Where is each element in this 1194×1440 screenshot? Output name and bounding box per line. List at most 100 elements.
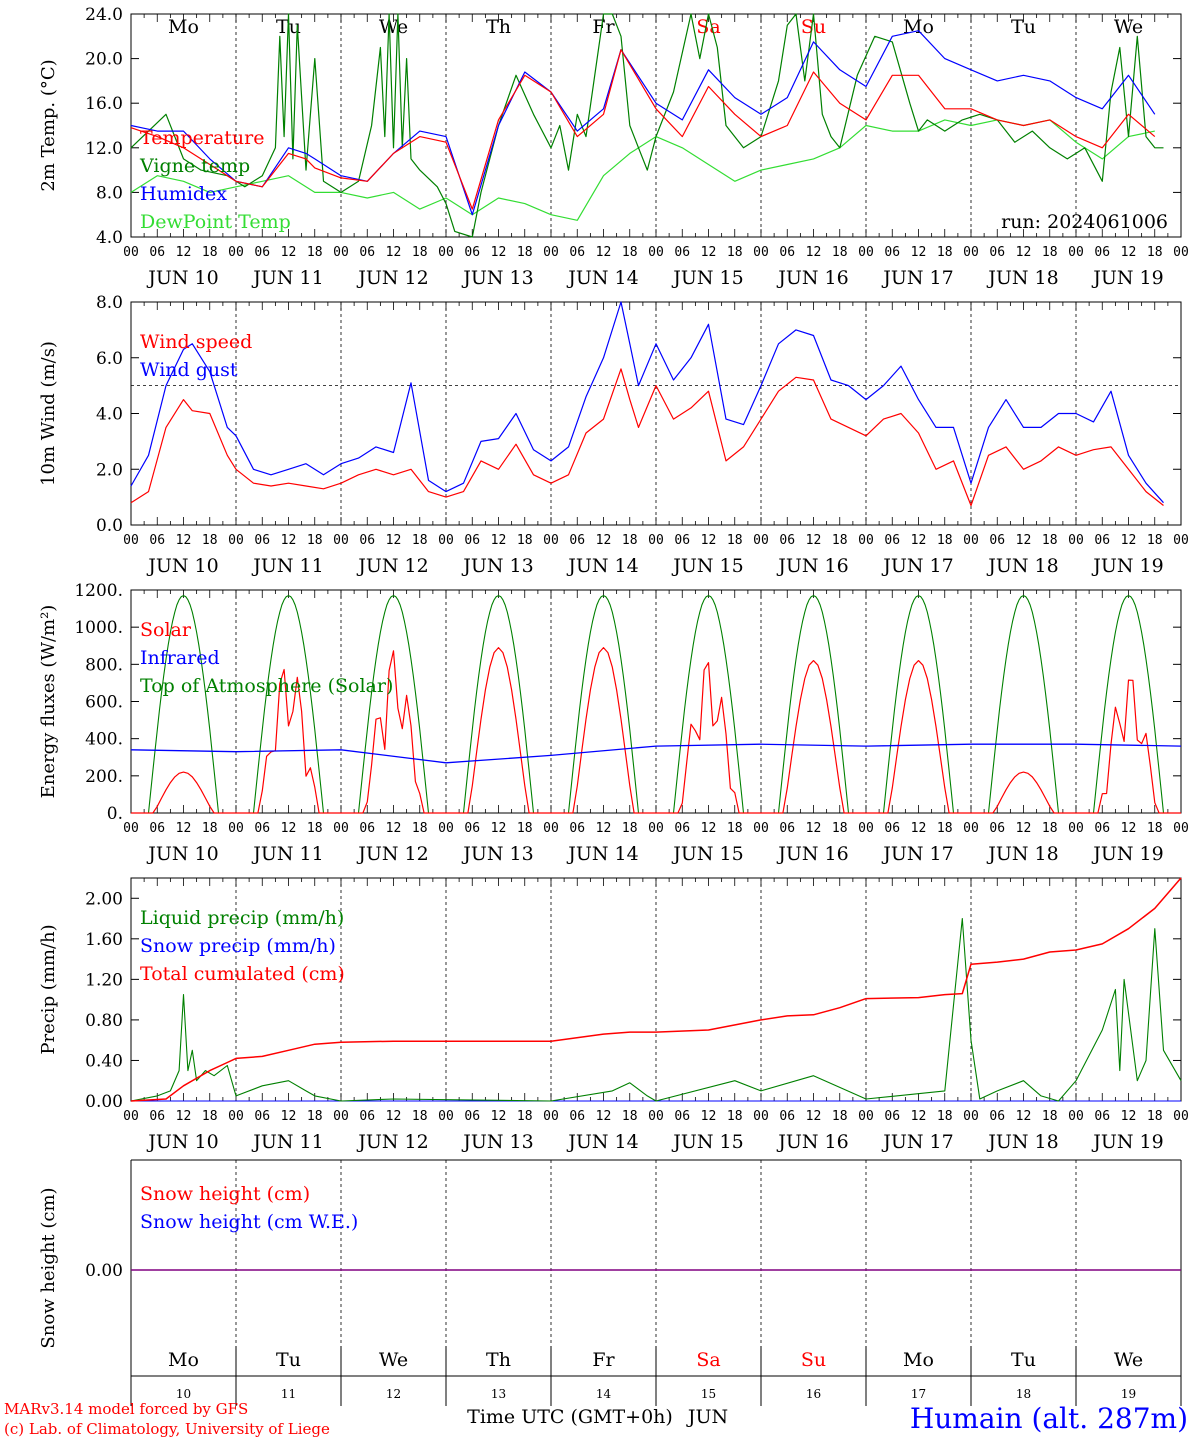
date-label: JUN 19 [1091, 267, 1163, 289]
hour-tick-label: 00 [753, 533, 769, 548]
weekday-label: Th [486, 1349, 511, 1371]
plot-frame [130, 301, 1182, 526]
y-tick-label: 0.0 [96, 516, 123, 536]
hour-tick-label: 18 [832, 533, 848, 548]
hour-tick-label: 00 [543, 821, 559, 836]
hour-tick-label: 18 [517, 1109, 533, 1124]
credit-line: MARv3.14 model forced by GFS [4, 1400, 248, 1418]
hour-tick-label: 18 [307, 245, 323, 260]
hour-tick-label: 12 [1016, 821, 1032, 836]
weekday-label: Th [486, 16, 511, 38]
y-tick-label: 8.0 [96, 293, 123, 313]
day-number: 19 [1121, 1387, 1136, 1401]
date-label: JUN 12 [356, 267, 428, 289]
hour-tick-label: 00 [1173, 245, 1189, 260]
date-label: JUN 17 [881, 267, 953, 289]
day-number: 11 [281, 1387, 296, 1401]
day-number: 10 [176, 1387, 191, 1401]
y-tick-label: 600. [85, 693, 123, 713]
y-tick-label: 4.0 [96, 405, 123, 425]
hour-tick-label: 12 [281, 1109, 297, 1124]
hour-tick-label: 12 [281, 245, 297, 260]
series-line-0 [130, 49, 1156, 210]
date-label: JUN 13 [461, 1131, 533, 1153]
hour-tick-label: 18 [517, 821, 533, 836]
hour-tick-label: 00 [438, 533, 454, 548]
day-number: 13 [491, 1387, 506, 1401]
hour-tick-label: 18 [937, 1109, 953, 1124]
y-tick-label: 20.0 [85, 50, 123, 70]
hour-tick-label: 06 [464, 245, 480, 260]
hour-tick-label: 12 [1016, 245, 1032, 260]
y-tick-label: 1.60 [85, 930, 123, 950]
hour-tick-label: 12 [491, 821, 507, 836]
hour-tick-label: 06 [569, 821, 585, 836]
hour-tick-label: 12 [806, 821, 822, 836]
date-label: JUN 15 [671, 843, 743, 865]
date-label: JUN 18 [986, 1131, 1058, 1153]
legend-entry: Snow precip (mm/h) [140, 935, 336, 957]
y-tick-label: 400. [85, 730, 123, 750]
hour-tick-label: 18 [727, 245, 743, 260]
hour-tick-label: 18 [412, 821, 428, 836]
hour-tick-label: 12 [596, 821, 612, 836]
series-line-2 [130, 877, 1182, 1102]
hour-tick-label: 12 [491, 245, 507, 260]
hour-tick-label: 18 [202, 1109, 218, 1124]
date-label: JUN 19 [1091, 555, 1163, 577]
date-label: JUN 18 [986, 843, 1058, 865]
date-label: JUN 14 [566, 1131, 638, 1153]
y-tick-label: 16.0 [85, 94, 123, 114]
legend-entry: Snow height (cm) [140, 1183, 310, 1205]
hour-tick-label: 00 [648, 245, 664, 260]
hour-tick-label: 06 [464, 1109, 480, 1124]
hour-tick-label: 18 [727, 821, 743, 836]
day-number: 14 [596, 1387, 612, 1401]
hour-tick-label: 00 [543, 1109, 559, 1124]
date-label: JUN 15 [671, 267, 743, 289]
hour-tick-label: 06 [569, 245, 585, 260]
hour-tick-label: 06 [674, 533, 690, 548]
y-axis-label: 10m Wind (m/s) [38, 341, 59, 486]
hour-tick-label: 12 [806, 533, 822, 548]
date-label: JUN 17 [881, 843, 953, 865]
hour-tick-label: 18 [1147, 821, 1163, 836]
hour-tick-label: 18 [307, 1109, 323, 1124]
date-label: JUN 10 [146, 1131, 218, 1153]
wind-panel: 0.0 2.0 4.0 6.0 8.0 10m Wind (m/s) Wind speed W… [38, 293, 1189, 577]
day-number: 16 [806, 1387, 821, 1401]
day-number: 15 [701, 1387, 716, 1401]
hour-tick-label: 06 [1094, 1109, 1110, 1124]
hour-tick-label: 00 [228, 821, 244, 836]
hour-tick-label: 00 [333, 821, 349, 836]
legend-entry: Solar [140, 619, 192, 641]
hour-tick-label: 18 [1042, 245, 1058, 260]
y-tick-label: 0. [107, 804, 123, 824]
hour-tick-label: 06 [149, 533, 165, 548]
hour-tick-label: 06 [779, 821, 795, 836]
hour-tick-label: 12 [911, 245, 927, 260]
hour-tick-label: 06 [359, 1109, 375, 1124]
hour-tick-label: 06 [569, 1109, 585, 1124]
legend-entry: Infrared [140, 647, 220, 669]
hour-tick-label: 18 [1042, 821, 1058, 836]
hour-tick-label: 06 [1094, 821, 1110, 836]
hour-tick-label: 06 [884, 821, 900, 836]
date-label: JUN 13 [461, 555, 533, 577]
hour-tick-label: 00 [963, 533, 979, 548]
hour-tick-label: 06 [779, 1109, 795, 1124]
weekday-label: Fr [592, 16, 615, 38]
y-tick-label: 6.0 [96, 349, 123, 369]
hour-tick-label: 18 [622, 245, 638, 260]
hour-tick-label: 06 [779, 533, 795, 548]
date-label: JUN 13 [461, 843, 533, 865]
date-label: JUN 17 [881, 1131, 953, 1153]
date-label: JUN 11 [251, 267, 323, 289]
y-tick-label: 1.20 [85, 970, 123, 990]
hour-tick-label: 00 [858, 821, 874, 836]
hour-tick-label: 06 [674, 821, 690, 836]
date-label: JUN 19 [1091, 843, 1163, 865]
footer: MARv3.14 model forced by GFS (c) Lab. of … [4, 1400, 1188, 1438]
legend-entry: Snow height (cm W.E.) [140, 1211, 358, 1233]
y-tick-label: 200. [85, 767, 123, 787]
